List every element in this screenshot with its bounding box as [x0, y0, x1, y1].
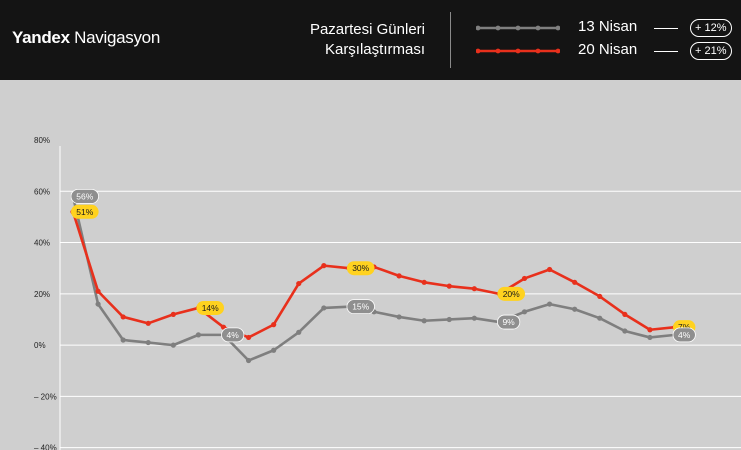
- data-label-pill: [70, 189, 100, 204]
- data-label-pill: [346, 299, 375, 315]
- chart-title-line1: Pazartesi Günleri: [309, 21, 425, 38]
- data-label-pill: [672, 327, 696, 343]
- series-line-1: [71, 211, 676, 339]
- data-point: [647, 334, 653, 341]
- data-label: 4%: [678, 330, 691, 340]
- legend-item-20-nisan: 20 Nisan + 21%: [476, 41, 741, 61]
- data-point: [145, 320, 151, 326]
- legend-badge: + 12%: [690, 19, 732, 37]
- legend-label: 20 Nisan: [578, 41, 638, 58]
- chart-title-line2: Karşılaştırması: [324, 41, 425, 58]
- data-label-pill: [346, 261, 375, 276]
- data-label-pill: [497, 286, 526, 301]
- data-label: 51%: [76, 207, 93, 217]
- data-label: 20%: [503, 289, 520, 299]
- data-point: [471, 315, 477, 321]
- data-point: [546, 266, 553, 273]
- data-point: [120, 314, 126, 320]
- header-bar: Yandex Navigasyon Pazartesi Günleri Karş…: [0, 0, 741, 80]
- data-point: [296, 329, 302, 335]
- chart-grid: 80% 60% 40% 20% 0% – 20% – 40%: [34, 136, 741, 450]
- data-point: [321, 263, 327, 269]
- data-point: [521, 309, 528, 315]
- data-point: [421, 318, 427, 324]
- data-point: [95, 301, 101, 307]
- y-tick-label: 20%: [34, 290, 50, 299]
- data-point: [321, 305, 327, 311]
- y-tick-label: 40%: [34, 239, 50, 248]
- data-label: 30%: [352, 263, 369, 273]
- data-label: 4%: [227, 330, 240, 340]
- data-point: [170, 311, 176, 317]
- data-point: [271, 347, 277, 353]
- data-point: [271, 322, 277, 328]
- legend-dash: [654, 28, 678, 29]
- data-point: [145, 339, 151, 346]
- brand-product: Navigasyon: [69, 28, 160, 47]
- brand-name: Yandex: [12, 28, 70, 47]
- data-label-pill: [221, 327, 245, 343]
- data-point: [195, 332, 202, 338]
- data-point: [471, 286, 477, 292]
- data-label: 56%: [76, 191, 93, 201]
- data-point: [521, 275, 528, 282]
- data-label-pill: [196, 300, 225, 315]
- y-tick-label: – 40%: [34, 444, 57, 450]
- data-point: [597, 315, 603, 321]
- data-point: [446, 316, 452, 323]
- data-label: 14%: [202, 303, 219, 313]
- data-point: [647, 327, 653, 333]
- data-label-pill: [497, 314, 521, 330]
- data-point: [622, 311, 628, 317]
- data-label: 7%: [678, 322, 691, 332]
- chart-series: [70, 193, 678, 364]
- legend-label: 13 Nisan: [578, 18, 638, 35]
- data-point: [597, 293, 603, 300]
- legend-line-icon-gray: [476, 25, 560, 31]
- y-tick-label: 60%: [34, 187, 50, 196]
- chart-data-labels: 56%51%14%4%30%15%20%9%7%4%: [70, 189, 696, 343]
- y-tick-label: – 20%: [34, 392, 57, 401]
- data-point: [396, 314, 402, 320]
- data-point: [622, 328, 628, 334]
- legend-dash: [654, 51, 678, 52]
- legend-line-icon-red: [476, 48, 560, 54]
- data-point: [572, 306, 578, 312]
- data-point: [170, 342, 176, 348]
- legend-badge: + 21%: [690, 42, 732, 60]
- series-line-0: [71, 196, 676, 362]
- line-chart: 80% 60% 40% 20% 0% – 20% – 40% 56% 51% 14% 4% 30% 1…: [34, 136, 741, 450]
- header-divider: [450, 12, 451, 68]
- data-point: [120, 337, 126, 343]
- chart-title: Pazartesi Günleri Karşılaştırması: [265, 20, 425, 60]
- data-point: [95, 288, 101, 294]
- brand-logo: Yandex Navigasyon: [12, 28, 160, 48]
- data-point: [245, 334, 252, 341]
- data-label: 15%: [352, 302, 369, 312]
- data-point: [296, 280, 302, 287]
- data-label: 9%: [502, 317, 515, 327]
- data-point: [396, 273, 402, 279]
- y-tick-label: 0%: [34, 341, 46, 350]
- data-point: [572, 279, 578, 285]
- data-label-pill: [71, 204, 99, 219]
- data-point: [546, 301, 553, 307]
- data-point: [245, 357, 252, 364]
- legend-item-13-nisan: 13 Nisan + 12%: [476, 18, 741, 38]
- data-point: [446, 283, 452, 289]
- y-tick-label: 80%: [34, 136, 50, 145]
- data-point: [421, 279, 427, 285]
